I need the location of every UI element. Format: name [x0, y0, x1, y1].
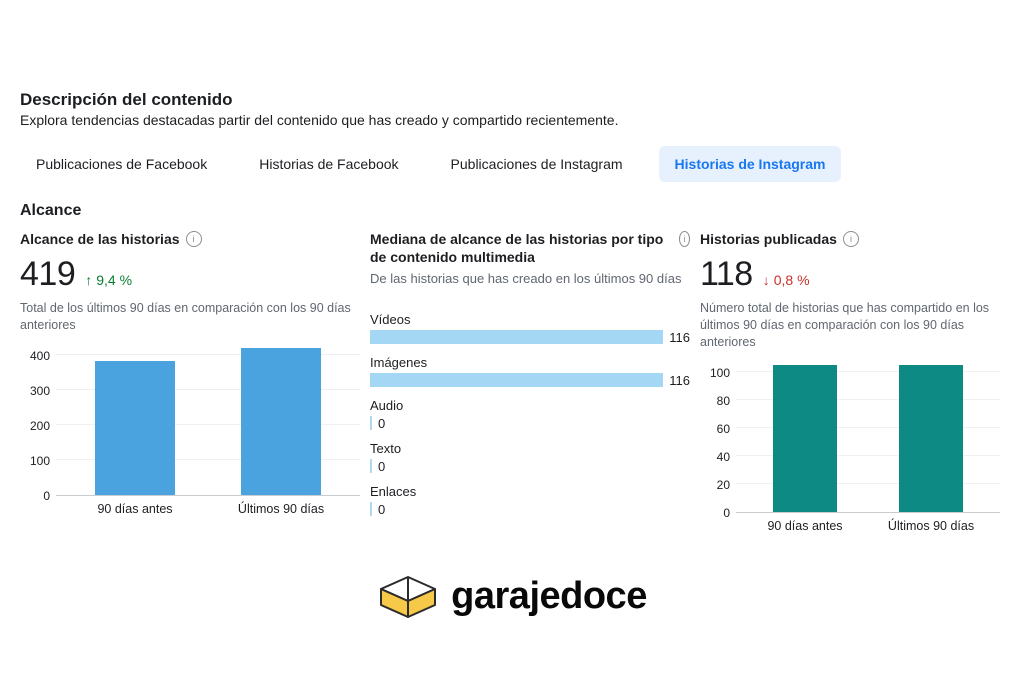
- median-title: Mediana de alcance de las historias por …: [370, 230, 673, 266]
- x-label: 90 días antes: [742, 519, 868, 533]
- bar-1: [241, 348, 321, 495]
- media-zero-tick: [370, 502, 372, 516]
- reach-title-row: Alcance de las historias i: [20, 230, 360, 247]
- reach-delta: ↑ 9,4 %: [85, 272, 132, 288]
- y-tick: 200: [20, 419, 56, 433]
- published-panel: Historias publicadas i 118 ↓ 0,8 % Númer…: [700, 230, 1000, 543]
- media-value: 0: [378, 416, 385, 431]
- media-label: Imágenes: [370, 355, 690, 370]
- published-delta-text: 0,8 %: [774, 272, 810, 288]
- tab-0[interactable]: Publicaciones de Facebook: [20, 146, 223, 182]
- reach-chart: 400300200100090 días antesÚltimos 90 día…: [20, 356, 360, 526]
- y-tick: 40: [700, 450, 736, 464]
- media-label: Vídeos: [370, 312, 690, 327]
- reach-note: Total de los últimos 90 días en comparac…: [20, 300, 360, 334]
- reach-delta-text: 9,4 %: [96, 272, 132, 288]
- tab-1[interactable]: Historias de Facebook: [243, 146, 414, 182]
- y-tick: 0: [20, 489, 56, 503]
- tabs: Publicaciones de Facebook Historias de Fa…: [20, 146, 1004, 182]
- media-bar: [370, 330, 663, 344]
- published-value-row: 118 ↓ 0,8 %: [700, 255, 1000, 294]
- media-value: 116: [669, 373, 690, 388]
- media-label: Texto: [370, 441, 690, 456]
- media-zero-tick: [370, 416, 372, 430]
- media-item-4: Enlaces 0: [370, 484, 690, 517]
- arrow-up-icon: ↑: [85, 272, 92, 288]
- info-icon[interactable]: i: [679, 231, 690, 247]
- section-subtitle: Explora tendencias destacadas partir del…: [20, 112, 1004, 128]
- reach-value-row: 419 ↑ 9,4 %: [20, 255, 360, 294]
- x-label: 90 días antes: [62, 502, 208, 516]
- y-tick: 100: [20, 454, 56, 468]
- media-label: Audio: [370, 398, 690, 413]
- reach-title: Alcance de las historias: [20, 231, 180, 247]
- y-tick: 20: [700, 478, 736, 492]
- brand-text: garajedoce: [451, 575, 647, 618]
- median-bars: Vídeos 116 Imágenes 116 Audio 0 Texto 0 Enlaces 0: [370, 312, 690, 517]
- published-title: Historias publicadas: [700, 231, 837, 247]
- x-label: Últimos 90 días: [208, 502, 354, 516]
- reach-panel: Alcance de las historias i 419 ↑ 9,4 % T…: [20, 230, 360, 526]
- published-value: 118: [700, 255, 753, 294]
- media-item-0: Vídeos 116: [370, 312, 690, 345]
- published-note: Número total de historias que has compar…: [700, 300, 1000, 351]
- media-item-2: Audio 0: [370, 398, 690, 431]
- published-chart: 10080604020090 días antesÚltimos 90 días: [700, 373, 1000, 543]
- y-tick: 300: [20, 384, 56, 398]
- tab-3[interactable]: Historias de Instagram: [659, 146, 842, 182]
- media-item-1: Imágenes 116: [370, 355, 690, 388]
- y-tick: 100: [700, 366, 736, 380]
- y-tick: 60: [700, 422, 736, 436]
- published-delta: ↓ 0,8 %: [763, 272, 810, 288]
- median-panel: Mediana de alcance de las historias por …: [370, 230, 690, 517]
- media-value: 0: [378, 459, 385, 474]
- tab-2[interactable]: Publicaciones de Instagram: [435, 146, 639, 182]
- y-tick: 400: [20, 349, 56, 363]
- section-title: Descripción del contenido: [20, 90, 1004, 110]
- published-title-row: Historias publicadas i: [700, 230, 1000, 247]
- media-item-3: Texto 0: [370, 441, 690, 474]
- x-label: Últimos 90 días: [868, 519, 994, 533]
- y-tick: 80: [700, 394, 736, 408]
- bar-0: [773, 365, 837, 512]
- median-subtitle: De las historias que has creado en los ú…: [370, 270, 690, 288]
- media-label: Enlaces: [370, 484, 690, 499]
- arrow-down-icon: ↓: [763, 272, 770, 288]
- bar-1: [899, 365, 963, 512]
- info-icon[interactable]: i: [843, 231, 859, 247]
- media-zero-tick: [370, 459, 372, 473]
- media-value: 0: [378, 502, 385, 517]
- y-tick: 0: [700, 506, 736, 520]
- median-title-row: Mediana de alcance de las historias por …: [370, 230, 690, 266]
- brand-logo-icon: [377, 573, 439, 621]
- info-icon[interactable]: i: [186, 231, 202, 247]
- bar-0: [95, 361, 175, 495]
- brand-footer: garajedoce: [20, 573, 1004, 621]
- reach-value: 419: [20, 255, 75, 294]
- media-value: 116: [669, 330, 690, 345]
- reach-section-label: Alcance: [20, 202, 1004, 220]
- media-bar: [370, 373, 663, 387]
